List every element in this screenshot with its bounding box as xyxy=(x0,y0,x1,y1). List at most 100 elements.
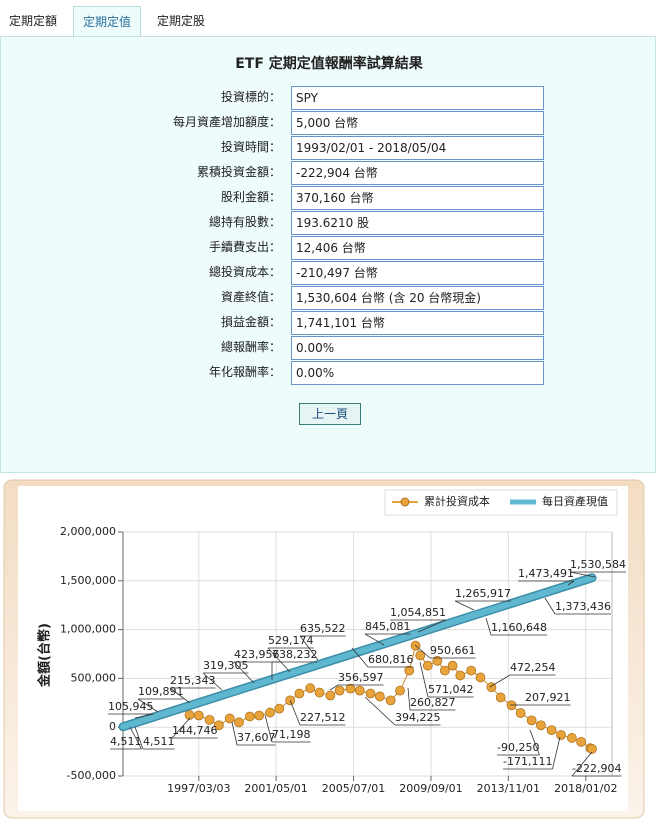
back-button[interactable]: 上一頁 xyxy=(299,403,361,425)
data-label: 227,512 xyxy=(300,711,346,724)
y-tick-label: 1,500,000 xyxy=(60,574,116,587)
data-label: 71,198 xyxy=(272,728,311,741)
data-label: 4,511 xyxy=(143,735,175,748)
point xyxy=(466,665,477,676)
leader-line xyxy=(569,571,596,578)
field-value: 1,530,604 台幣 (含 20 台幣現金) xyxy=(291,286,544,310)
data-label: 207,921 xyxy=(525,691,571,704)
point xyxy=(404,665,415,676)
leader-line xyxy=(134,713,154,719)
field-value: SPY xyxy=(291,86,544,110)
point xyxy=(455,670,466,681)
point xyxy=(314,687,325,698)
point xyxy=(213,720,224,731)
field-label: 損益金額： xyxy=(220,315,281,329)
leader-line xyxy=(364,696,396,726)
point xyxy=(254,710,265,721)
x-tick-label: 2013/11/01 xyxy=(477,782,540,795)
data-label: 845,081 xyxy=(365,620,411,633)
leader-line xyxy=(552,736,561,770)
field-label: 每月資產增加額度： xyxy=(172,115,281,129)
leader-line xyxy=(329,684,339,691)
leader-line xyxy=(137,698,159,713)
point xyxy=(432,655,443,666)
data-label: 680,816 xyxy=(368,653,414,666)
field-value: 370,160 台幣 xyxy=(291,186,544,210)
data-label: 260,827 xyxy=(410,696,456,709)
x-tick-label: 2018/01/02 xyxy=(554,782,617,795)
point xyxy=(224,713,235,724)
leader-line xyxy=(567,580,575,586)
field-value: 12,406 台幣 xyxy=(291,236,544,260)
field-value: 193.6210 股 xyxy=(291,211,544,235)
leader-line xyxy=(202,672,223,691)
data-label: 4,511 xyxy=(110,735,142,748)
tab[interactable]: 定期定額 xyxy=(9,14,58,28)
field-label: 投資時間： xyxy=(220,140,281,154)
field-label: 投資標的： xyxy=(220,90,281,104)
data-label: 144,746 xyxy=(172,724,218,737)
leader-line xyxy=(571,751,593,777)
point xyxy=(334,685,345,696)
leader-line xyxy=(414,644,431,659)
chart: 金額(台幣) -500,000 0 500,000 1,000,000 1,500,00… xyxy=(3,479,645,819)
legend-swatch-marker xyxy=(400,497,410,507)
field-value: -222,904 台幣 xyxy=(291,161,544,185)
leader-line xyxy=(129,726,142,750)
point xyxy=(576,736,587,747)
point xyxy=(274,703,285,714)
point xyxy=(305,683,316,694)
data-label: 529,174 xyxy=(268,634,314,647)
leader-line xyxy=(134,726,144,750)
leader-line xyxy=(264,714,273,743)
leader-line xyxy=(417,619,447,633)
field-value: 1993/02/01 - 2018/05/04 xyxy=(291,136,544,160)
y-tick-label: -500,000 xyxy=(67,769,116,782)
point xyxy=(234,717,244,728)
point xyxy=(265,707,275,718)
point xyxy=(325,690,336,701)
point xyxy=(536,720,546,731)
y-tick-label: 1,000,000 xyxy=(60,623,116,636)
data-label: 1,265,917 xyxy=(455,587,511,600)
leader-line xyxy=(299,635,319,661)
data-label: 472,254 xyxy=(510,661,556,674)
data-label: 571,042 xyxy=(428,683,474,696)
data-label: 394,225 xyxy=(395,711,441,724)
tab-bar: 定期定額 定期定值 定期定股 xyxy=(0,0,656,37)
point xyxy=(556,730,566,740)
field-label: 股利金額： xyxy=(220,190,281,204)
data-label: 105,945 xyxy=(108,700,154,713)
leader-line xyxy=(351,647,369,668)
leader-line xyxy=(171,717,191,739)
tab[interactable]: 定期定股 xyxy=(157,14,206,28)
point xyxy=(395,685,405,696)
data-label: -90,250 xyxy=(497,741,539,754)
data-label: 423,956 xyxy=(234,648,280,661)
point xyxy=(566,733,577,743)
leader-line xyxy=(419,661,429,698)
point xyxy=(447,660,458,671)
point xyxy=(365,688,376,699)
data-label: -171,111 xyxy=(503,755,552,768)
plot-area xyxy=(122,531,613,777)
y-tick-label: 0 xyxy=(109,720,116,733)
x-tick-label: 2005/07/01 xyxy=(322,782,385,795)
field-label: 手續費支出： xyxy=(208,240,281,254)
field-label: 總報酬率： xyxy=(220,340,281,354)
field-label: 年化報酬率： xyxy=(208,365,281,379)
leader-line xyxy=(364,633,385,646)
field-label: 總投資成本： xyxy=(208,265,281,279)
x-tick-label: 2009/09/01 xyxy=(399,782,462,795)
data-label: 215,343 xyxy=(170,674,216,687)
x-tick-label: 1997/03/03 xyxy=(167,782,230,795)
leader-line xyxy=(231,721,238,746)
data-label: 1,473,491 xyxy=(518,567,574,580)
legend-label: 累計投資成本 xyxy=(424,494,490,508)
field-value: 0.00% xyxy=(291,336,544,360)
tab-active[interactable]: 定期定值 xyxy=(73,6,142,37)
y-axis-title: 金額(台幣) xyxy=(37,623,53,688)
legend-label: 每日資產現值 xyxy=(542,494,608,508)
point xyxy=(475,672,486,683)
data-label: 738,232 xyxy=(272,648,318,661)
